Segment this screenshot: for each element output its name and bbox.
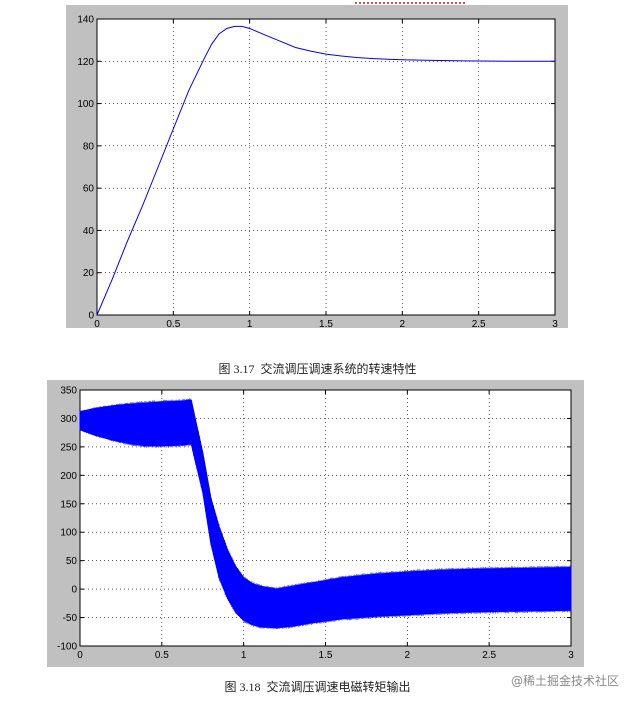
chart-1-caption: 图 3.17 交流调压调速系统的转速特性 xyxy=(218,362,417,376)
chart1-ytick-label: 0 xyxy=(88,311,94,322)
chart2-ytick-label: 250 xyxy=(60,442,77,453)
chart2-ytick-label: 50 xyxy=(66,556,78,567)
decorative-red-dotted-line xyxy=(355,0,465,4)
chart1-ytick-label: 20 xyxy=(83,268,95,279)
chart1-ytick-label: 60 xyxy=(83,184,95,195)
chart2-oscillation-lines xyxy=(79,398,572,630)
chart1-ytick-label: 140 xyxy=(77,15,94,26)
chart2-xtick-label: 2.5 xyxy=(482,650,496,661)
chart2-xtick-label: 2 xyxy=(405,650,411,661)
chart2-ytick-label: 200 xyxy=(60,471,77,482)
chart2-xtick-label: 1.5 xyxy=(319,650,333,661)
chart1-xtick-label: 2.5 xyxy=(472,319,486,330)
chart-2-frame: 0 0.5 1 1.5 2 2.5 3 -100 -50 0 50 100 150 200 250 300 35… xyxy=(47,380,584,667)
chart2-ytick-label: -50 xyxy=(63,613,78,624)
chart2-ytick-label: 300 xyxy=(60,414,77,425)
chart1-xtick-label: 3 xyxy=(552,319,558,330)
chart2-xtick-label: 1 xyxy=(241,650,247,661)
chart1-xtick-label: 2 xyxy=(400,319,406,330)
chart1-series-line xyxy=(96,25,555,316)
chart1-ytick-label: 120 xyxy=(77,57,94,68)
watermark-text: @稀土掘金技术社区 xyxy=(510,674,619,688)
chart1-xtick-label: 0.5 xyxy=(166,319,180,330)
chart2-ytick-label: 100 xyxy=(60,528,77,539)
chart2-ytick-label: -100 xyxy=(57,642,77,653)
chart-1-svg: 0 0.5 1 1.5 2 2.5 3 0 20 40 60 80 100 120 140 xyxy=(77,15,558,331)
chart1-ytick-label: 100 xyxy=(77,99,94,110)
chart1-ytick-label: 40 xyxy=(83,226,95,237)
chart2-xtick-label: 0.5 xyxy=(155,650,169,661)
chart1-xtick-label: 0 xyxy=(94,319,100,330)
chart1-xtick-label: 1 xyxy=(247,319,253,330)
chart1-ytick-label: 80 xyxy=(83,141,95,152)
chart2-ytick-label: 150 xyxy=(60,499,77,510)
chart1-xtick-label: 1.5 xyxy=(319,319,333,330)
chart-1-frame: 0 0.5 1 1.5 2 2.5 3 0 20 40 60 80 100 120 140 xyxy=(66,5,568,331)
chart2-ytick-label: 0 xyxy=(71,585,77,596)
chart2-xtick-label: 3 xyxy=(568,650,574,661)
chart2-xtick-label: 0 xyxy=(77,650,83,661)
chart-2-svg: 0 0.5 1 1.5 2 2.5 3 -100 -50 0 50 100 150 200 250 300 35… xyxy=(57,386,574,662)
chart2-ytick-label: 350 xyxy=(60,386,77,397)
chart2-series-oscillation xyxy=(79,398,572,630)
chart-2-caption: 图 3.18 交流调压调速电磁转矩输出 xyxy=(224,680,411,694)
